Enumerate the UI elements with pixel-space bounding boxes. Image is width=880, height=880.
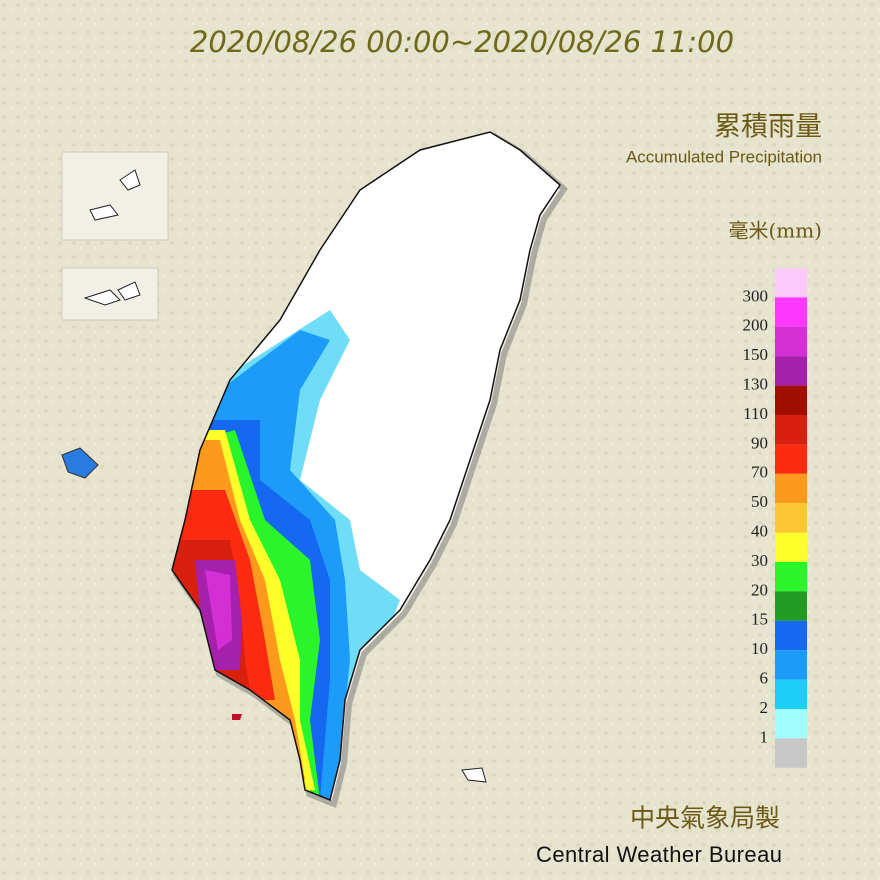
legend-label: 130 bbox=[743, 375, 769, 394]
legend-label: 10 bbox=[751, 639, 768, 658]
legend-swatch bbox=[775, 679, 807, 709]
legend-swatch bbox=[775, 297, 807, 327]
legend-label: 300 bbox=[743, 286, 769, 305]
legend-label: 40 bbox=[751, 522, 768, 541]
legend-label: 15 bbox=[751, 610, 768, 629]
legend-label: 6 bbox=[760, 669, 769, 688]
legend-label: 20 bbox=[751, 580, 768, 599]
legend-swatch bbox=[775, 532, 807, 562]
legend-swatch bbox=[775, 650, 807, 680]
legend-label: 150 bbox=[743, 345, 769, 364]
legend-swatch bbox=[775, 591, 807, 621]
legend-label: 90 bbox=[751, 433, 768, 452]
legend-label: 200 bbox=[743, 316, 769, 335]
legend-label: 110 bbox=[743, 404, 768, 423]
legend-swatch bbox=[775, 385, 807, 415]
legend-swatch bbox=[775, 738, 807, 768]
legend-label: 70 bbox=[751, 463, 768, 482]
legend-title: 累積雨量 bbox=[714, 112, 822, 143]
legend-subtitle: Accumulated Precipitation bbox=[626, 147, 822, 166]
map-title: 2020/08/26 00:00~2020/08/26 11:00 bbox=[190, 25, 734, 59]
lanyu bbox=[461, 767, 487, 783]
legend-label: 2 bbox=[760, 698, 769, 717]
legend-swatch bbox=[775, 356, 807, 386]
legend-swatch bbox=[775, 620, 807, 651]
legend-label: 1 bbox=[760, 727, 769, 746]
inset-island bbox=[89, 169, 141, 221]
footer-en: Central Weather Bureau bbox=[536, 842, 782, 867]
inset-island bbox=[83, 281, 141, 306]
legend-swatch bbox=[775, 268, 807, 298]
legend-swatch bbox=[775, 326, 807, 357]
legend-unit: 毫米(mm) bbox=[728, 219, 822, 243]
legend-swatch bbox=[775, 562, 807, 592]
legend-swatch bbox=[775, 709, 807, 739]
legend-label: 30 bbox=[751, 551, 768, 570]
xiaoliuqiu bbox=[232, 714, 242, 720]
legend-swatch bbox=[775, 415, 807, 445]
legend-swatch bbox=[775, 503, 807, 533]
legend-label: 50 bbox=[751, 492, 768, 511]
penghu bbox=[61, 447, 99, 479]
footer-zh: 中央氣象局製 bbox=[630, 804, 780, 833]
legend-swatch bbox=[775, 473, 807, 504]
legend-swatch bbox=[775, 444, 807, 474]
inset-matsu bbox=[61, 151, 169, 241]
